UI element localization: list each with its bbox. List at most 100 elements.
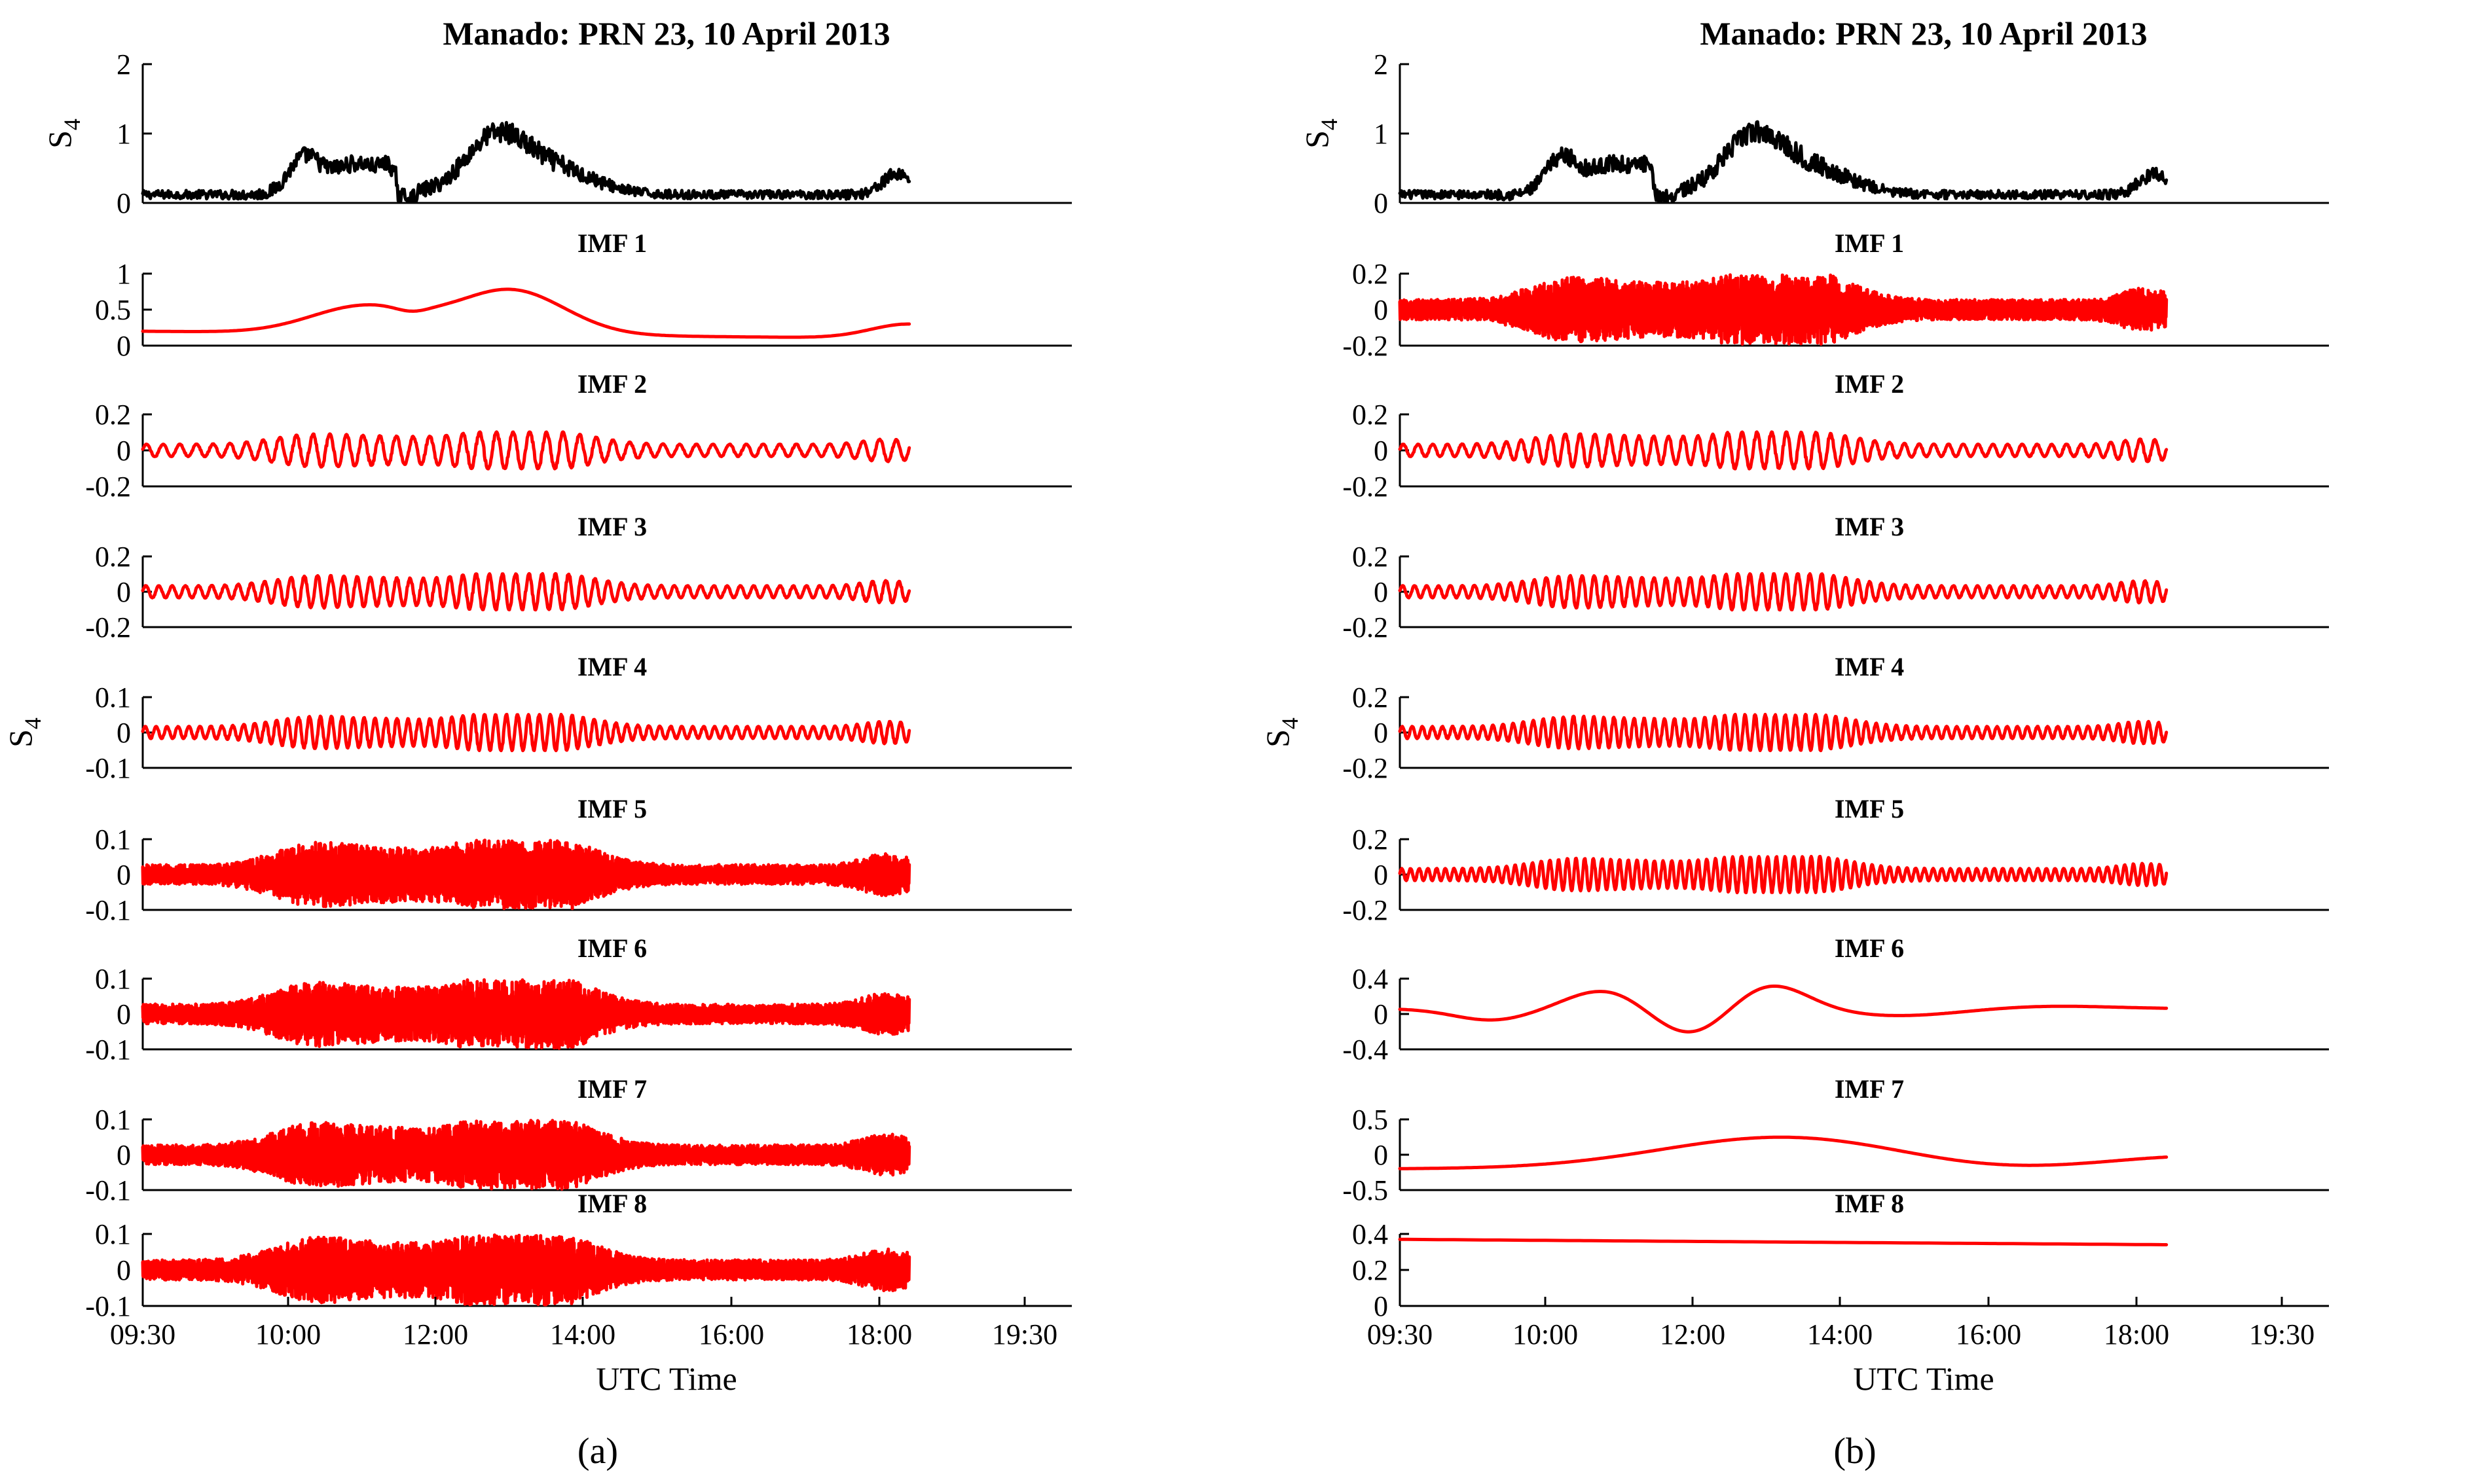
y-tick-label: 0 (1374, 998, 1388, 1030)
imf-label: IMF 1 (577, 228, 647, 258)
x-tick-label: 16:00 (699, 1318, 764, 1350)
y-tick-label: 0.2 (1352, 399, 1388, 431)
y-tick-label: 0.5 (1352, 1104, 1388, 1136)
series-line (1398, 120, 2169, 204)
series-line (141, 1233, 911, 1307)
y-axis-label: S4 (41, 118, 85, 149)
imf-label: IMF 5 (577, 794, 647, 823)
y-tick-label: 0 (1374, 1139, 1388, 1171)
y-tick-label: 0 (117, 998, 131, 1030)
y-tick-label: 0.2 (1352, 823, 1388, 856)
x-tick-label: 12:00 (403, 1318, 468, 1350)
series-line (1398, 430, 2169, 471)
y-tick-label: 0 (1374, 576, 1388, 608)
y-tick-label: 2 (117, 48, 131, 81)
y-tick-label: 0 (117, 717, 131, 749)
y-axis-label: S4 (1298, 118, 1342, 149)
series-line (141, 712, 911, 753)
y-tick-label: 0 (117, 435, 131, 467)
series-line (1398, 712, 2169, 753)
subplot-imf-1: 1 0.5 0 IMF 1 (95, 228, 1072, 362)
x-tick-label: 18:00 (847, 1318, 912, 1350)
y-tick-label: 0.1 (95, 1104, 131, 1136)
series-line (141, 571, 911, 612)
panel-b: Manado: PRN 23, 10 April 20132100.20-0.2… (1259, 15, 2329, 1472)
y-tick-label: 0 (1374, 1290, 1388, 1322)
x-tick-label: 19:30 (992, 1318, 1057, 1350)
x-tick-label: 16:00 (1956, 1318, 2021, 1350)
x-axis-label: UTC Time (1853, 1360, 1994, 1397)
x-axis-label: UTC Time (596, 1360, 737, 1397)
y-tick-label: 0.2 (1352, 1254, 1388, 1286)
y-tick-label: 0 (117, 330, 131, 362)
y-tick-label: 0 (117, 576, 131, 608)
imf-label: IMF 6 (1835, 933, 1904, 963)
subplot-imf-4: 0.10-0.1 IMF 4 (85, 652, 1072, 784)
y-tick-label: -0.5 (1342, 1174, 1388, 1206)
imf-label: IMF 7 (1835, 1074, 1904, 1104)
y-tick-label: 2 (1374, 48, 1388, 81)
panel-a: Manado: PRN 23, 10 April 2013 2 1 0 1 0.5 0 IMF… (2, 15, 1072, 1472)
imf-label: IMF 8 (577, 1189, 647, 1218)
x-tick-label: 09:30 (110, 1318, 175, 1350)
y-tick-label: 0.2 (95, 541, 131, 573)
y-tick-label: 0.2 (95, 399, 131, 431)
subplot-imf-3: 0.20-0.2 IMF 3 (85, 512, 1072, 643)
y-tick-label: 0.2 (1352, 258, 1388, 290)
y-tick-label: 0 (1374, 717, 1388, 749)
subplot-imf-4: 0.20-0.2 IMF 4 (1342, 652, 2329, 784)
series-line (141, 978, 911, 1050)
x-tick-label: 19:30 (2249, 1318, 2315, 1350)
y-tick-label: 0.1 (95, 963, 131, 995)
y-tick-label: 0.4 (1352, 1218, 1388, 1250)
imf-label: IMF 3 (577, 512, 647, 541)
series-line (1398, 985, 2169, 1034)
y-axis-label: S4 (1259, 717, 1303, 748)
x-tick-label: 12:00 (1660, 1318, 1725, 1350)
imf-label: IMF 1 (1835, 228, 1904, 258)
x-tick-label: 18:00 (2104, 1318, 2169, 1350)
series-line (141, 1119, 911, 1191)
y-tick-label: -0.1 (85, 894, 131, 926)
series-line (141, 430, 911, 471)
y-tick-label: -0.4 (1342, 1034, 1388, 1066)
y-tick-label: -0.2 (85, 611, 131, 643)
imf-label: IMF 5 (1835, 794, 1904, 823)
y-tick-label: 0.2 (1352, 541, 1388, 573)
subplot-imf-3: 0.20-0.2 IMF 3 (1342, 512, 2329, 643)
imf-label: IMF 8 (1835, 1189, 1904, 1218)
imf-label: IMF 2 (577, 369, 647, 399)
x-tick-label: 14:00 (550, 1318, 615, 1350)
y-tick-label: -0.2 (1342, 330, 1388, 362)
subplot-imf-8: 0.4 0.2 0 IMF 8 (1352, 1189, 2329, 1322)
y-tick-label: 0 (1374, 859, 1388, 891)
subplot-imf-5: 0.10-0.1 IMF 5 (85, 794, 1072, 926)
x-tick-label: 09:30 (1367, 1318, 1433, 1350)
subplot-imf-8: 0.1 0 -0.1 IMF 8 (85, 1189, 1072, 1322)
y-tick-label: 0 (1374, 294, 1388, 326)
y-tick-label: 0 (117, 1254, 131, 1286)
y-tick-label: 1 (1374, 118, 1388, 150)
subplot-imf-7: 0.50-0.5 IMF 7 (1342, 1074, 2329, 1206)
y-tick-label: 0 (1374, 435, 1388, 467)
panel-title: Manado: PRN 23, 10 April 2013 (1700, 15, 2147, 52)
y-axis-label: S4 (2, 717, 46, 748)
x-tick-label: 10:00 (1512, 1318, 1578, 1350)
y-tick-label: -0.2 (1342, 894, 1388, 926)
y-tick-label: 0 (117, 1139, 131, 1171)
series-line (141, 839, 911, 911)
y-tick-label: -0.1 (85, 1034, 131, 1066)
subplot-imf-2: 0.2 0 -0.2 IMF 2 (1342, 369, 2329, 503)
y-tick-label: 0.1 (95, 823, 131, 856)
y-tick-label: -0.1 (85, 752, 131, 784)
y-tick-label: 1 (117, 118, 131, 150)
y-tick-label: -0.2 (1342, 471, 1388, 503)
subplot-imf-1: 0.2 0 -0.2 IMF 1 (1342, 228, 2329, 362)
series-line (141, 287, 911, 339)
series-line (1398, 571, 2169, 612)
subplot-s4: 2 1 0 (117, 48, 1072, 219)
y-tick-label: 0 (1374, 187, 1388, 219)
y-tick-label: 0.4 (1352, 963, 1388, 995)
y-tick-label: 0.5 (95, 294, 131, 326)
